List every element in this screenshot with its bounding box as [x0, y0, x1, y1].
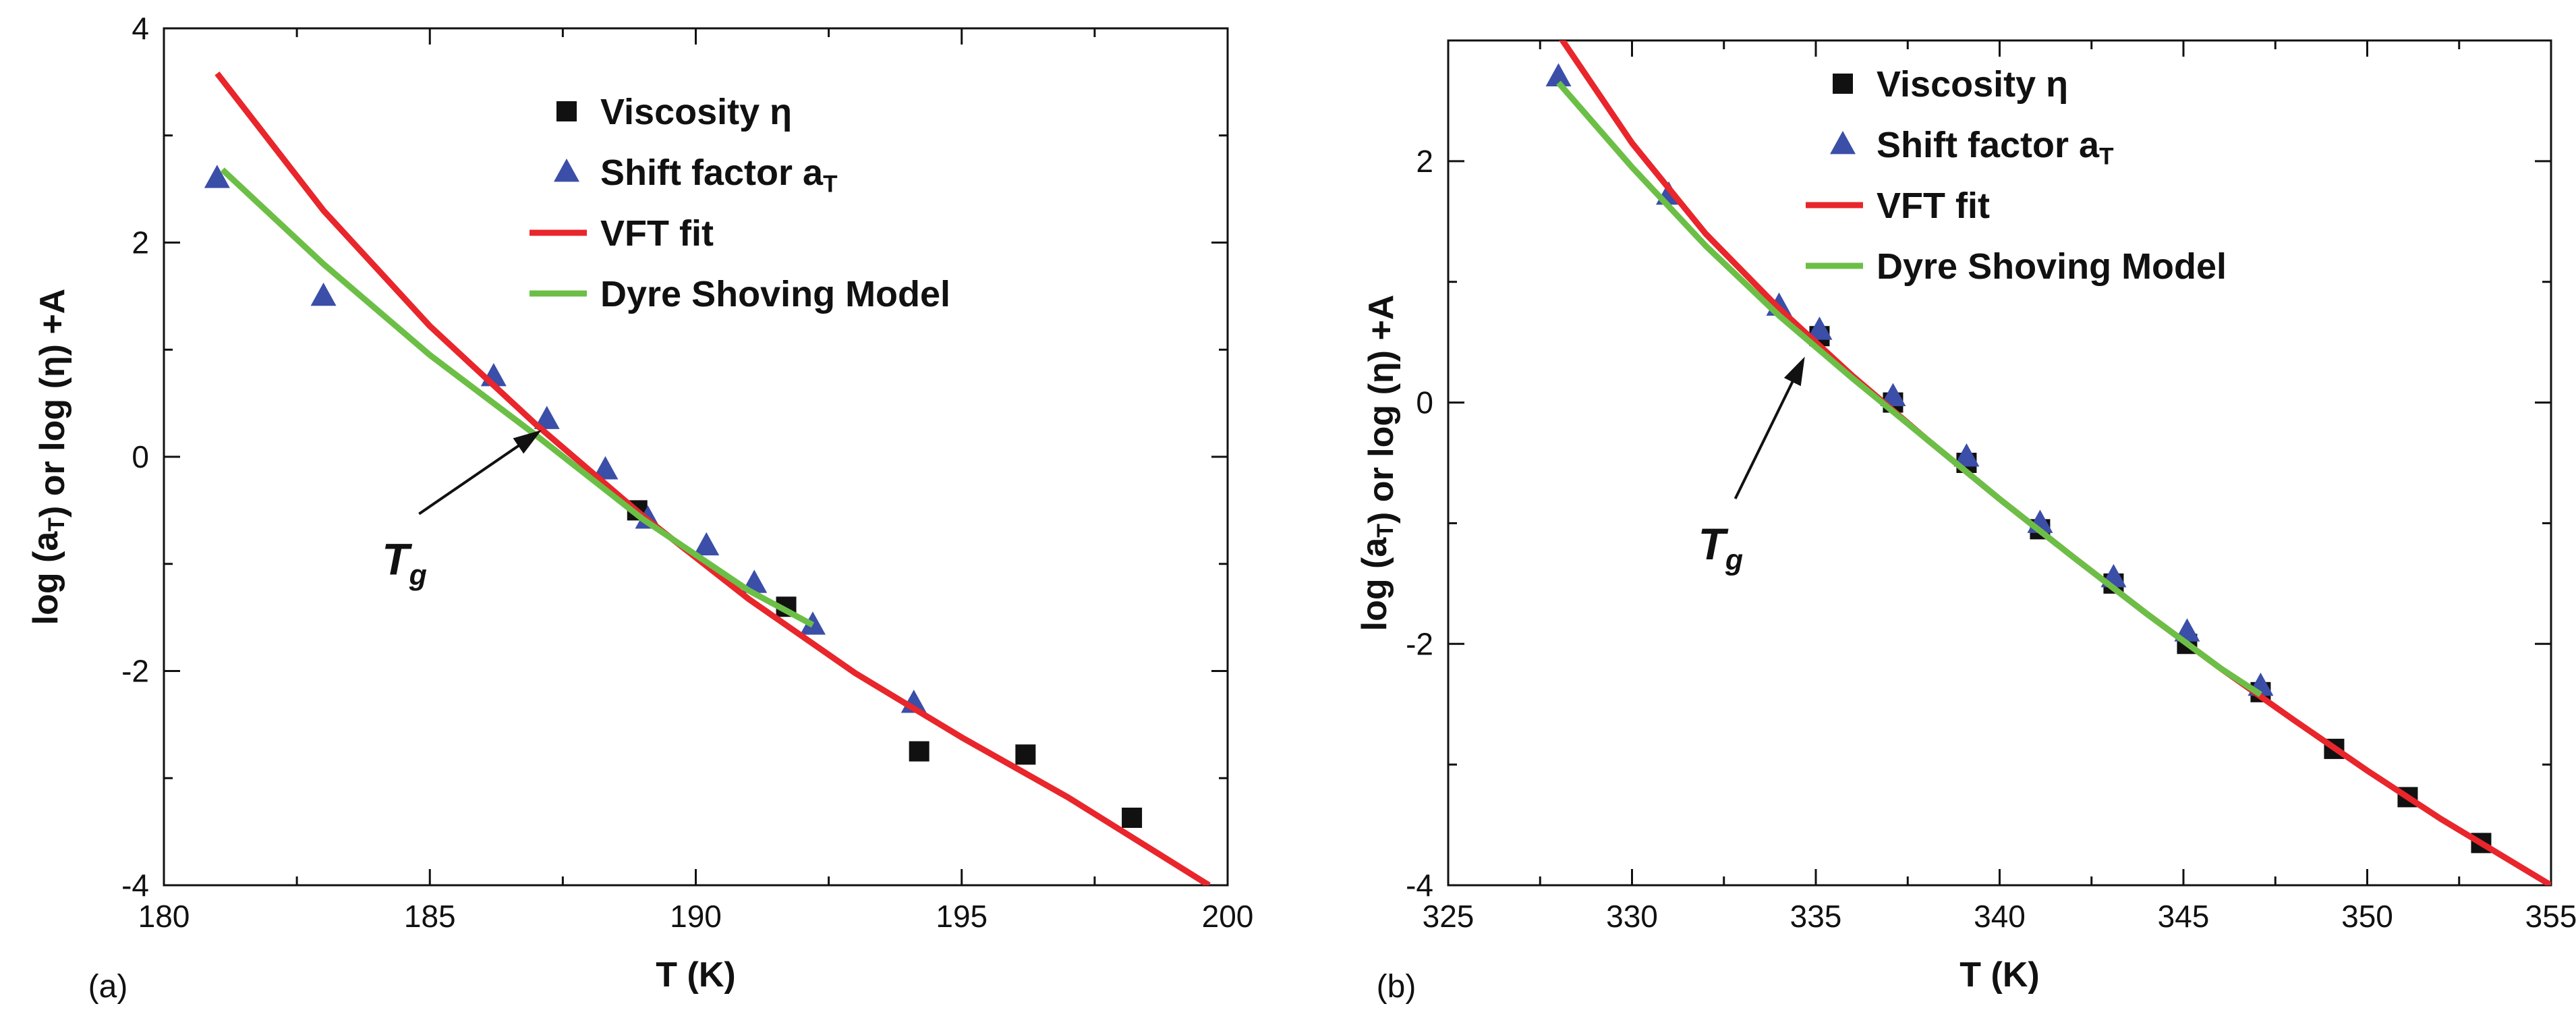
panel-label: (a)	[88, 969, 128, 1005]
plot-frame	[1447, 39, 2552, 887]
point-shift-factor-at	[693, 532, 720, 556]
x-tick-label: 345	[2158, 899, 2210, 934]
point-shift-factor-at	[592, 456, 619, 480]
y-axis-title: log (aT) or log (η) +A	[1355, 295, 1401, 632]
legend: Viscosity η Shift factor aT VFT fit Dyre Sh…	[1806, 64, 2227, 287]
legend-label-shift-factor-at: Shift factor aT	[600, 152, 838, 198]
tg-arrow-shaft	[418, 441, 523, 515]
legend-label-viscosity: Viscosity η	[1877, 64, 2068, 105]
y-tick-label: 0	[1416, 385, 1433, 420]
legend-label-shift-factor-at: Shift factor aT	[1877, 125, 2114, 170]
x-tick-label: 335	[1790, 899, 1842, 934]
legend-label-dyre-shoving-model: Dyre Shoving Model	[600, 274, 950, 314]
tg-arrow-head	[1783, 356, 1805, 387]
legend-swatch-viscosity	[556, 101, 577, 121]
series-vft-fit	[214, 71, 1211, 885]
legend-label-dyre-shoving-model: Dyre Shoving Model	[1877, 246, 2227, 287]
tg-arrow-shaft	[1734, 376, 1796, 499]
point-viscosity	[1122, 807, 1143, 828]
point-shift-factor-at	[534, 406, 560, 429]
x-tick-label: 200	[1202, 899, 1254, 934]
x-tick-label: 350	[2341, 899, 2393, 934]
legend-label-viscosity: Viscosity η	[600, 92, 792, 132]
x-tick-label: 190	[670, 899, 722, 934]
point-viscosity	[1015, 744, 1036, 765]
tg-label: Tg	[1698, 519, 1744, 576]
x-tick-label: 355	[2525, 899, 2576, 934]
series-dyre-shoving-model	[1556, 80, 2262, 698]
y-tick-label: 2	[132, 225, 149, 260]
legend-label-vft-fit: VFT fit	[600, 213, 714, 254]
point-viscosity	[909, 741, 929, 762]
panel-label: (b)	[1377, 969, 1416, 1005]
x-tick-label: 195	[936, 899, 988, 934]
x-axis-title: T (K)	[656, 955, 735, 995]
x-tick-label: 340	[1974, 899, 2026, 934]
chart-panel-1: 180 185 190 195 200 -4 -2 0 2 4 T (K) log (aT) or l…	[26, 11, 1253, 1005]
legend-swatch-shift-factor-at	[554, 159, 579, 182]
chart-panel-2: 325 330 335 340 345 350 355 -4 -2 0 2 T (K) log (aT)…	[1355, 39, 2576, 1005]
x-axis-title: T (K)	[1959, 955, 2039, 995]
point-shift-factor-at	[310, 282, 337, 306]
y-tick-label: -4	[121, 868, 149, 903]
x-tick-label: 180	[138, 899, 190, 934]
legend: Viscosity η Shift factor aT VFT fit Dyre Sh…	[529, 92, 950, 314]
x-tick-label: 185	[404, 899, 456, 934]
x-tick-label: 330	[1606, 899, 1658, 934]
point-shift-factor-at	[1806, 316, 1833, 340]
legend-label-vft-fit: VFT fit	[1877, 186, 1990, 226]
point-shift-factor-at	[1953, 443, 1980, 467]
legend-swatch-shift-factor-at	[1830, 131, 1856, 155]
point-shift-factor-at	[204, 165, 230, 188]
tg-label: Tg	[382, 534, 427, 592]
y-tick-label: -2	[1406, 626, 1433, 661]
y-tick-label: 2	[1416, 144, 1433, 179]
x-tick-label: 325	[1423, 899, 1475, 934]
point-shift-factor-at	[1880, 383, 1906, 407]
point-shift-factor-at	[1545, 63, 1572, 87]
tg-arrow-head	[513, 430, 542, 454]
series-dyre-shoving-model	[220, 167, 815, 628]
legend-swatch-viscosity	[1833, 74, 1853, 94]
y-tick-label: 0	[132, 439, 149, 474]
y-tick-label: -2	[121, 654, 149, 689]
y-axis-title: log (aT) or log (η) +A	[26, 289, 72, 625]
y-tick-label: -4	[1406, 868, 1433, 903]
y-tick-label: 4	[132, 11, 149, 46]
